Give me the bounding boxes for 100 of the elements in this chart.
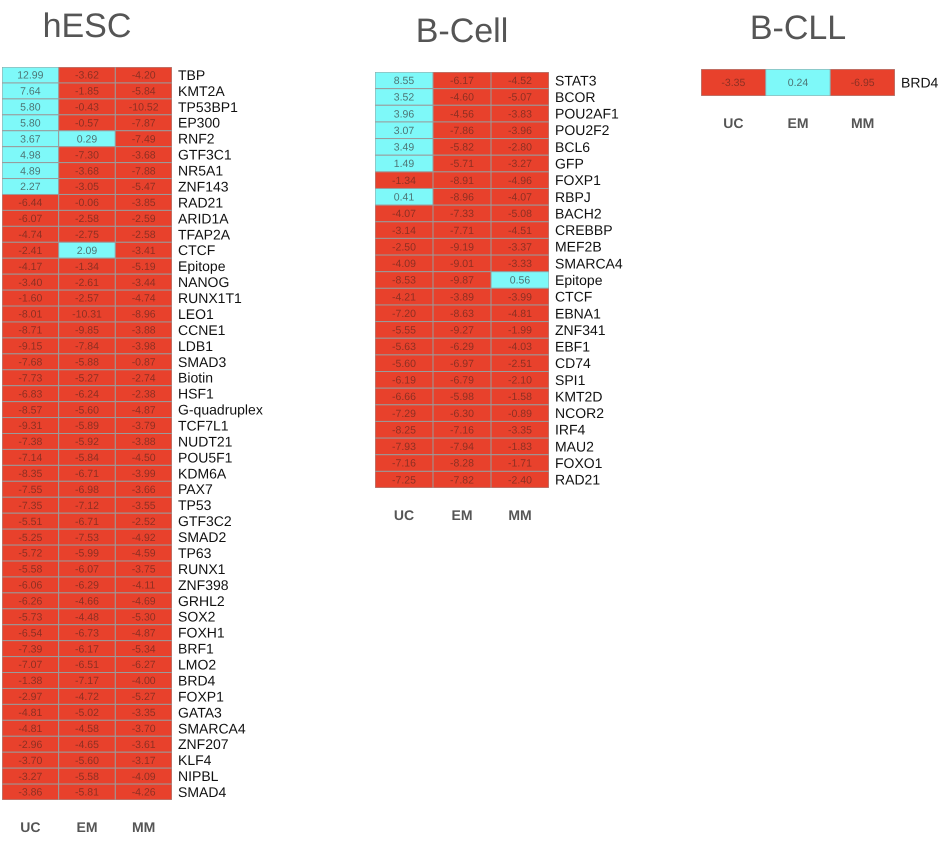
data-label: -3.27: [508, 158, 532, 170]
data-label: -7.86: [450, 124, 474, 137]
data-label: -2.10: [508, 374, 532, 387]
data-label: -0.43: [75, 102, 100, 114]
x-tick-label: EM: [788, 114, 808, 131]
y-tick-label: BRF1: [178, 640, 214, 657]
y-tick-label: IRF4: [555, 422, 586, 438]
data-label: -3.33: [508, 258, 532, 270]
data-label: -5.02: [75, 707, 100, 720]
data-label: -0.89: [508, 408, 532, 420]
y-tick-label: BRD4: [178, 672, 216, 688]
data-label: -1.34: [392, 174, 416, 187]
x-tick-label: UC: [20, 818, 40, 835]
data-label: -3.61: [132, 738, 156, 751]
y-tick-label: NANOG: [178, 274, 230, 290]
data-label: -7.73: [18, 372, 42, 384]
data-label: 3.52: [394, 92, 414, 104]
y-tick-label: FOXP1: [555, 172, 602, 188]
y-tick-label: RAD21: [178, 194, 224, 210]
data-label: -6.79: [450, 374, 474, 387]
y-tick-label: NIPBL: [178, 768, 219, 784]
data-label: -3.75: [132, 564, 156, 576]
data-label: -4.81: [18, 707, 42, 720]
data-label: -8.91: [450, 174, 474, 187]
y-tick-label: SMARCA4: [178, 720, 246, 736]
data-label: -5.25: [18, 532, 42, 544]
data-label: -4.66: [75, 595, 100, 608]
data-label: 0.24: [788, 77, 808, 90]
data-label: -6.44: [18, 197, 42, 210]
y-tick-label: NCOR2: [555, 405, 604, 422]
data-label: 4.89: [20, 165, 41, 178]
data-label: -5.82: [450, 142, 474, 154]
y-tick-label: POU5F1: [178, 449, 233, 466]
data-label: -1.60: [18, 292, 42, 305]
y-tick-label: KMT2D: [555, 388, 602, 404]
data-label: -7.82: [450, 474, 474, 486]
data-label: -1.58: [508, 391, 532, 404]
data-label: -7.30: [75, 149, 100, 162]
data-label: -4.72: [75, 691, 100, 704]
data-label: -2.74: [132, 372, 156, 384]
data-label: -2.97: [18, 691, 42, 704]
data-label: -6.06: [18, 580, 42, 592]
data-label: -3.05: [75, 181, 100, 194]
data-label: -7.07: [18, 659, 42, 672]
data-label: -3.14: [392, 224, 416, 237]
data-label: -2.51: [508, 358, 532, 370]
y-tick-label: SMAD3: [178, 354, 226, 370]
data-label: -5.60: [75, 754, 100, 767]
data-label: -4.69: [132, 595, 156, 608]
data-label: -5.73: [18, 611, 42, 624]
data-label: -4.74: [18, 228, 42, 241]
x-tick-label: UC: [394, 506, 414, 523]
data-label: -5.27: [75, 372, 100, 384]
data-label: -9.27: [450, 324, 474, 337]
data-label: -8.71: [18, 324, 42, 337]
x-tick-label: MM: [132, 818, 156, 835]
data-label: -2.58: [75, 213, 100, 226]
data-label: 3.07: [394, 124, 414, 137]
y-tick-label: KLF4: [178, 752, 212, 768]
data-label: -8.01: [18, 308, 42, 321]
data-label: -4.59: [132, 548, 156, 560]
data-label: -6.07: [18, 213, 42, 226]
data-label: 3.67: [20, 133, 41, 146]
y-tick-label: BCOR: [555, 88, 596, 105]
y-tick-label: Epitope: [178, 258, 226, 274]
data-label: -4.50: [132, 452, 156, 464]
data-label: -4.21: [392, 291, 416, 304]
data-label: -4.48: [75, 611, 100, 624]
data-label: -2.58: [132, 228, 156, 241]
y-tick-label: Epitope: [555, 272, 603, 288]
data-label: -9.85: [75, 324, 100, 337]
y-tick-label: FOXP1: [178, 688, 224, 704]
data-label: -6.17: [450, 74, 474, 87]
data-label: -4.07: [392, 208, 416, 220]
data-label: -3.66: [132, 484, 156, 496]
data-label: -6.54: [18, 627, 42, 640]
data-label: -6.26: [18, 595, 42, 608]
x-tick-label: MM: [851, 114, 874, 131]
data-label: -3.88: [132, 436, 156, 448]
data-label: -8.25: [392, 424, 416, 436]
data-label: -4.56: [450, 108, 474, 120]
data-label: -2.61: [75, 276, 100, 289]
data-label: -6.98: [75, 484, 100, 496]
data-label: -0.57: [75, 117, 100, 130]
data-label: -5.71: [450, 158, 474, 170]
data-label: -2.40: [508, 474, 532, 486]
y-tick-label: Biotin: [178, 370, 214, 386]
data-label: -7.20: [392, 308, 416, 320]
data-label: -6.07: [75, 564, 100, 576]
data-label: -6.29: [450, 341, 474, 354]
data-label: -5.19: [132, 260, 156, 273]
data-label: -2.50: [392, 241, 416, 254]
data-label: 5.80: [20, 102, 41, 114]
data-label: -6.71: [75, 468, 100, 480]
chart-title: hESC: [42, 7, 132, 46]
y-tick-label: RAD21: [555, 472, 600, 488]
y-tick-label: SOX2: [178, 608, 216, 625]
data-label: -5.92: [75, 436, 100, 448]
data-label: -10.52: [128, 102, 159, 114]
data-label: -6.66: [392, 391, 416, 404]
